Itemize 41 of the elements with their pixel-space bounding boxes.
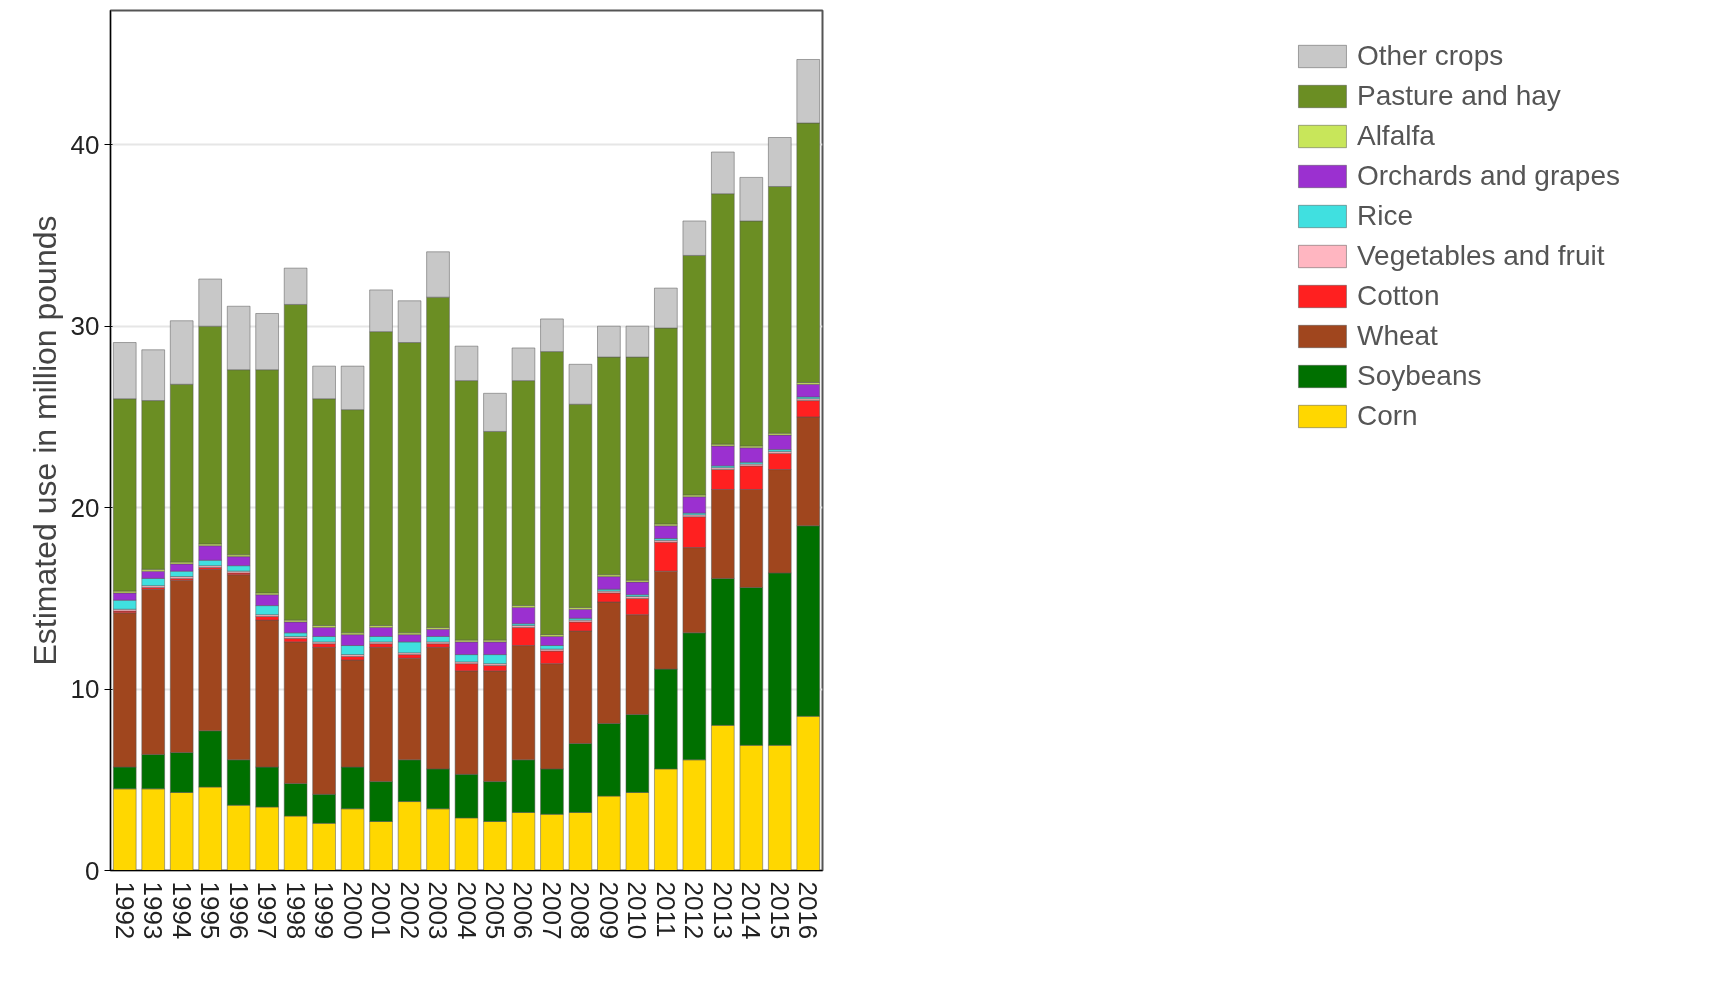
legend-label: Wheat (1356, 320, 1438, 352)
legend-label: Alfalfa (1356, 120, 1435, 152)
x-tick-label: 2015 (764, 881, 795, 940)
x-tick-label: 2006 (508, 881, 539, 940)
x-tick-label: 1993 (138, 881, 169, 940)
legend-label: Vegetables and fruit (1356, 240, 1605, 272)
x-tick-label: 1999 (309, 881, 340, 940)
x-tick-label: 2005 (479, 881, 510, 940)
x-tick-label: 2001 (366, 881, 397, 940)
x-tick-label: 1996 (223, 881, 254, 940)
x-tick-label: 2009 (593, 881, 624, 940)
x-tick-label: 2012 (679, 881, 710, 940)
x-tick-label: 2008 (565, 881, 596, 940)
y-axis-title: Estimated use in million pounds (26, 215, 63, 666)
y-tick-label: 10 (70, 674, 100, 705)
legend-label: Orchards and grapes (1356, 160, 1620, 192)
x-tick-label: 2010 (622, 881, 653, 940)
x-tick-label: 1994 (166, 881, 197, 940)
x-tick-label: 2016 (793, 881, 824, 940)
x-tick-label: 2011 (650, 881, 681, 938)
y-tick-label: 40 (70, 129, 100, 160)
x-tick-label: 2007 (536, 881, 567, 940)
x-tick-label: 2003 (423, 881, 454, 940)
x-tick-label: 1998 (280, 881, 311, 940)
legend-label: Other crops (1356, 40, 1504, 72)
x-tick-label: 2000 (337, 881, 368, 940)
x-tick-label: 1997 (252, 881, 283, 940)
legend-label: Rice (1356, 200, 1413, 232)
x-tick-label: 1995 (195, 881, 226, 940)
legend-label: Pasture and hay (1356, 80, 1561, 112)
x-tick-label: 2014 (736, 881, 767, 940)
y-tick-label: 30 (70, 311, 100, 342)
legend-label: Soybeans (1356, 360, 1482, 392)
x-tick-label: 1992 (109, 881, 140, 940)
legend-label: Corn (1356, 400, 1418, 432)
legend-label: Cotton (1356, 280, 1440, 312)
x-tick-label: 2004 (451, 881, 482, 940)
x-tick-label: 2013 (707, 881, 738, 940)
x-tick-label: 2002 (394, 881, 425, 940)
y-tick-label: 20 (70, 492, 100, 523)
y-tick-label: 0 (85, 855, 100, 886)
